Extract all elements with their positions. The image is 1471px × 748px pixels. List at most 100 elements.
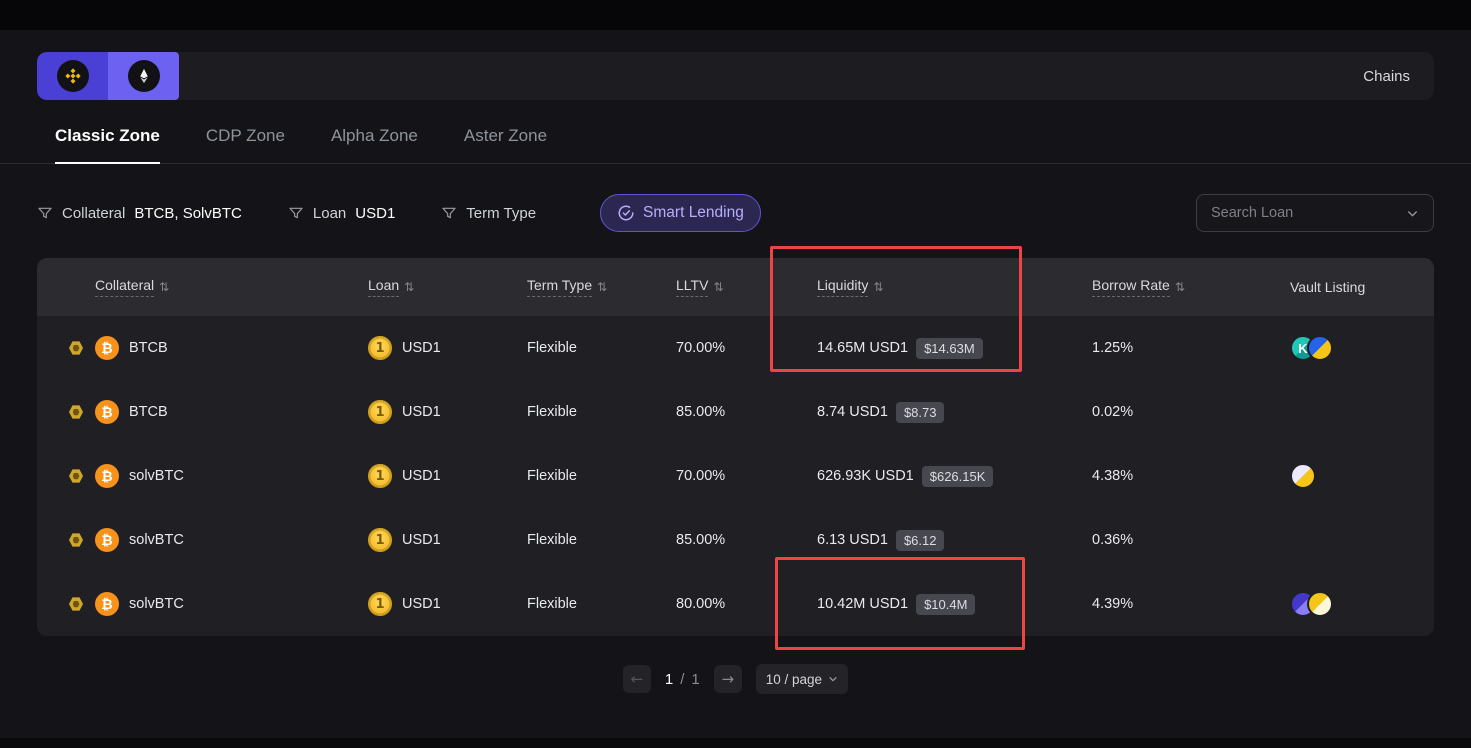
- liquidity-amount: 6.13 USD1: [817, 532, 888, 548]
- filter-term-type[interactable]: Term Type: [441, 205, 536, 222]
- liquidity-usd-chip: $10.4M: [916, 593, 976, 615]
- tab-aster-zone[interactable]: Aster Zone: [463, 126, 548, 145]
- prev-page-button[interactable]: ←: [622, 665, 651, 693]
- next-page-button[interactable]: →: [713, 665, 742, 693]
- search-loan-select[interactable]: Search Loan: [1196, 194, 1434, 232]
- sort-icon[interactable]: ⇅: [873, 280, 884, 294]
- vault-listing: [1290, 463, 1434, 489]
- loan-name: USD1: [402, 532, 441, 548]
- usd1-token-icon: 1: [368, 400, 392, 424]
- header-borrow-rate[interactable]: Borrow Rate ⇅: [1092, 277, 1290, 297]
- arrow-left-icon: ←: [630, 670, 644, 688]
- tab-alpha-zone[interactable]: Alpha Zone: [330, 126, 418, 145]
- loan-name: USD1: [402, 596, 441, 612]
- sort-icon[interactable]: ⇅: [159, 280, 170, 294]
- solvbtc-token-icon: ₿: [95, 528, 119, 552]
- filter-value: USD1: [355, 204, 396, 222]
- solvbtc-token-icon: ₿: [95, 592, 119, 616]
- term-type-value: Flexible: [527, 340, 577, 356]
- collateral-name: solvBTC: [129, 532, 184, 548]
- pagination: ← 1 / 1 → 10 / page: [0, 662, 1471, 696]
- liquidity-usd-chip: $14.63M: [916, 337, 983, 359]
- liquidity-amount: 626.93K USD1: [817, 468, 914, 484]
- chevron-down-icon: [1408, 210, 1417, 217]
- collateral-name: solvBTC: [129, 468, 184, 484]
- table-row[interactable]: ₿ BTCB 1 USD1 Flexible 85.00% 8.74 USD1 …: [37, 380, 1434, 444]
- borrow-rate-value: 1.25%: [1092, 340, 1134, 356]
- lltv-value: 70.00%: [676, 340, 726, 356]
- lltv-value: 85.00%: [676, 532, 726, 548]
- sort-icon[interactable]: ⇅: [713, 280, 724, 294]
- arrow-right-icon: →: [721, 670, 735, 688]
- sort-icon[interactable]: ⇅: [404, 280, 415, 294]
- chain-buttons: [37, 52, 179, 100]
- chain-button-bnb[interactable]: [37, 52, 108, 100]
- table-row[interactable]: ₿ solvBTC 1 USD1 Flexible 85.00% 6.13 US…: [37, 508, 1434, 572]
- term-type-value: Flexible: [527, 404, 577, 420]
- table-row[interactable]: ₿ BTCB 1 USD1 Flexible 70.00% 14.65M USD…: [37, 316, 1434, 380]
- launchpool-badge-icon: [69, 597, 83, 611]
- collateral-name: BTCB: [129, 340, 168, 356]
- page-size-label: 10 / page: [765, 671, 823, 687]
- vault-icon: [1307, 335, 1333, 361]
- table-row[interactable]: ₿ solvBTC 1 USD1 Flexible 70.00% 626.93K…: [37, 444, 1434, 508]
- top-strip: [0, 0, 1471, 30]
- chevron-down-icon: [829, 677, 837, 682]
- term-type-value: Flexible: [527, 596, 577, 612]
- filter-collateral[interactable]: Collateral BTCB, SolvBTC: [37, 205, 242, 222]
- liquidity-amount: 8.74 USD1: [817, 404, 888, 420]
- loan-name: USD1: [402, 340, 441, 356]
- lltv-value: 85.00%: [676, 404, 726, 420]
- liquidity-usd-chip: $6.12: [895, 529, 945, 551]
- collateral-name: BTCB: [129, 404, 168, 420]
- tab-cdp-zone[interactable]: CDP Zone: [205, 126, 285, 145]
- header-vault-listing: Vault Listing: [1290, 279, 1366, 295]
- launchpool-badge-icon: [69, 341, 83, 355]
- filter-value: BTCB, SolvBTC: [134, 204, 242, 222]
- filter-row: Collateral BTCB, SolvBTC Loan USD1 Term …: [37, 194, 1434, 232]
- liquidity-amount: 14.65M USD1: [817, 340, 909, 356]
- header-loan[interactable]: Loan ⇅: [368, 277, 527, 297]
- collateral-name: solvBTC: [129, 596, 184, 612]
- term-type-value: Flexible: [527, 532, 577, 548]
- page-indicator: 1 / 1: [665, 671, 700, 688]
- usd1-token-icon: 1: [368, 528, 392, 552]
- header-term-type[interactable]: Term Type ⇅: [527, 277, 676, 297]
- header-collateral[interactable]: Collateral ⇅: [95, 277, 368, 297]
- filter-label: Collateral: [62, 204, 126, 222]
- lltv-value: 80.00%: [676, 596, 726, 612]
- current-page: 1: [664, 670, 674, 688]
- liquidity-usd-chip: $626.15K: [921, 465, 994, 487]
- header-lltv[interactable]: LLTV ⇅: [676, 277, 817, 297]
- filter-label: Loan: [312, 204, 347, 222]
- btcb-token-icon: ₿: [95, 336, 119, 360]
- borrow-rate-value: 4.39%: [1092, 596, 1134, 612]
- filter-funnel-icon: [38, 207, 52, 219]
- solvbtc-token-icon: ₿: [95, 464, 119, 488]
- launchpool-badge-icon: [69, 405, 83, 419]
- table-row[interactable]: ₿ solvBTC 1 USD1 Flexible 80.00% 10.42M …: [37, 572, 1434, 636]
- borrow-rate-value: 0.02%: [1092, 404, 1134, 420]
- search-loan-placeholder: Search Loan: [1211, 205, 1294, 221]
- smart-lending-toggle[interactable]: Smart Lending: [600, 194, 761, 232]
- usd1-token-icon: 1: [368, 464, 392, 488]
- chains-label: Chains: [1363, 67, 1410, 85]
- tab-classic-zone[interactable]: Classic Zone: [55, 126, 160, 164]
- page-size-select[interactable]: 10 / page: [755, 664, 849, 694]
- page-separator: /: [680, 670, 685, 688]
- filter-loan[interactable]: Loan USD1: [288, 205, 395, 222]
- smart-lending-check-icon: [618, 205, 634, 221]
- total-pages: 1: [691, 670, 700, 688]
- smart-lending-label: Smart Lending: [643, 204, 744, 221]
- bottom-strip: [0, 738, 1471, 748]
- zone-tabs: Classic Zone CDP Zone Alpha Zone Aster Z…: [0, 100, 1471, 164]
- chain-button-ethereum[interactable]: [108, 52, 179, 100]
- sort-icon[interactable]: ⇅: [597, 280, 608, 294]
- bnb-chain-icon: [56, 60, 89, 92]
- borrow-rate-value: 4.38%: [1092, 468, 1134, 484]
- filter-funnel-icon: [289, 207, 303, 219]
- sort-icon[interactable]: ⇅: [1174, 280, 1185, 294]
- vault-listing: K: [1290, 335, 1434, 361]
- header-liquidity[interactable]: Liquidity ⇅: [817, 277, 1092, 297]
